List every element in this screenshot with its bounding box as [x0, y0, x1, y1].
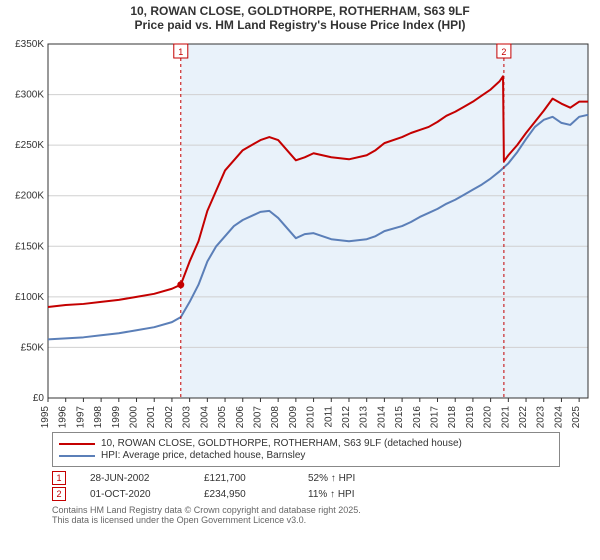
svg-text:2023: 2023 — [536, 406, 547, 428]
legend-row-price: 10, ROWAN CLOSE, GOLDTHORPE, ROTHERHAM, … — [59, 438, 553, 449]
svg-text:2011: 2011 — [323, 406, 334, 428]
svg-text:2020: 2020 — [483, 406, 494, 428]
event-marker-icon: 2 — [52, 487, 66, 501]
svg-text:£350K: £350K — [15, 39, 44, 50]
svg-text:2010: 2010 — [306, 406, 317, 428]
legend: 10, ROWAN CLOSE, GOLDTHORPE, ROTHERHAM, … — [52, 432, 560, 467]
svg-text:2003: 2003 — [182, 406, 193, 428]
event-price: £234,950 — [204, 489, 284, 500]
svg-text:1: 1 — [178, 47, 183, 57]
svg-text:£50K: £50K — [21, 342, 45, 353]
legend-swatch-hpi — [59, 455, 95, 457]
legend-row-hpi: HPI: Average price, detached house, Barn… — [59, 450, 553, 461]
svg-text:2005: 2005 — [217, 406, 228, 428]
svg-text:2021: 2021 — [500, 406, 511, 428]
event-delta: 11% ↑ HPI — [308, 489, 355, 500]
chart-svg: £0 £50K £100K £150K £200K £250K £300K £350K 1995… — [4, 38, 596, 428]
svg-text:2012: 2012 — [341, 406, 352, 428]
svg-text:£250K: £250K — [15, 140, 44, 151]
svg-text:£300K: £300K — [15, 90, 44, 101]
svg-text:2: 2 — [501, 47, 506, 57]
svg-text:1995: 1995 — [40, 406, 51, 428]
svg-text:1998: 1998 — [93, 406, 104, 428]
svg-text:2002: 2002 — [164, 406, 175, 428]
svg-text:1997: 1997 — [75, 406, 86, 428]
svg-text:2013: 2013 — [359, 406, 370, 428]
legend-label-price: 10, ROWAN CLOSE, GOLDTHORPE, ROTHERHAM, … — [101, 438, 462, 449]
svg-text:2007: 2007 — [252, 406, 263, 428]
title-line2: Price paid vs. HM Land Registry's House … — [4, 18, 596, 32]
svg-text:2024: 2024 — [553, 406, 564, 428]
svg-text:1999: 1999 — [111, 406, 122, 428]
svg-text:£100K: £100K — [15, 292, 44, 303]
event-delta: 52% ↑ HPI — [308, 473, 355, 484]
svg-text:2019: 2019 — [465, 406, 476, 428]
svg-text:2022: 2022 — [518, 406, 529, 428]
svg-text:2008: 2008 — [270, 406, 281, 428]
svg-text:2018: 2018 — [447, 406, 458, 428]
svg-text:2017: 2017 — [430, 406, 441, 428]
chart-area: £0 £50K £100K £150K £200K £250K £300K £350K 1995… — [4, 38, 596, 428]
event-price: £121,700 — [204, 473, 284, 484]
svg-text:2001: 2001 — [146, 406, 157, 428]
event-marker-icon: 1 — [52, 471, 66, 485]
title-block: 10, ROWAN CLOSE, GOLDTHORPE, ROTHERHAM, … — [4, 4, 596, 32]
svg-text:2004: 2004 — [199, 406, 210, 428]
svg-text:2009: 2009 — [288, 406, 299, 428]
svg-text:2025: 2025 — [571, 406, 582, 428]
events-table: 1 28-JUN-2002 £121,700 52% ↑ HPI 2 01-OCT-202… — [52, 471, 560, 501]
chart-container: 10, ROWAN CLOSE, GOLDTHORPE, ROTHERHAM, … — [0, 0, 600, 560]
event-row: 2 01-OCT-2020 £234,950 11% ↑ HPI — [52, 487, 560, 501]
title-line1: 10, ROWAN CLOSE, GOLDTHORPE, ROTHERHAM, … — [4, 4, 596, 18]
svg-text:£200K: £200K — [15, 191, 44, 202]
svg-text:1996: 1996 — [58, 406, 69, 428]
svg-text:2016: 2016 — [412, 406, 423, 428]
svg-text:£150K: £150K — [15, 241, 44, 252]
legend-swatch-price — [59, 443, 95, 445]
svg-text:2000: 2000 — [129, 406, 140, 428]
footer-line2: This data is licensed under the Open Gov… — [52, 515, 560, 525]
event-date: 28-JUN-2002 — [90, 473, 180, 484]
svg-text:2014: 2014 — [376, 406, 387, 428]
event-row: 1 28-JUN-2002 £121,700 52% ↑ HPI — [52, 471, 560, 485]
svg-text:2006: 2006 — [235, 406, 246, 428]
event-date: 01-OCT-2020 — [90, 489, 180, 500]
svg-text:2015: 2015 — [394, 406, 405, 428]
svg-text:£0: £0 — [33, 393, 45, 404]
footer: Contains HM Land Registry data © Crown c… — [52, 505, 560, 525]
legend-label-hpi: HPI: Average price, detached house, Barn… — [101, 450, 305, 461]
footer-line1: Contains HM Land Registry data © Crown c… — [52, 505, 560, 515]
